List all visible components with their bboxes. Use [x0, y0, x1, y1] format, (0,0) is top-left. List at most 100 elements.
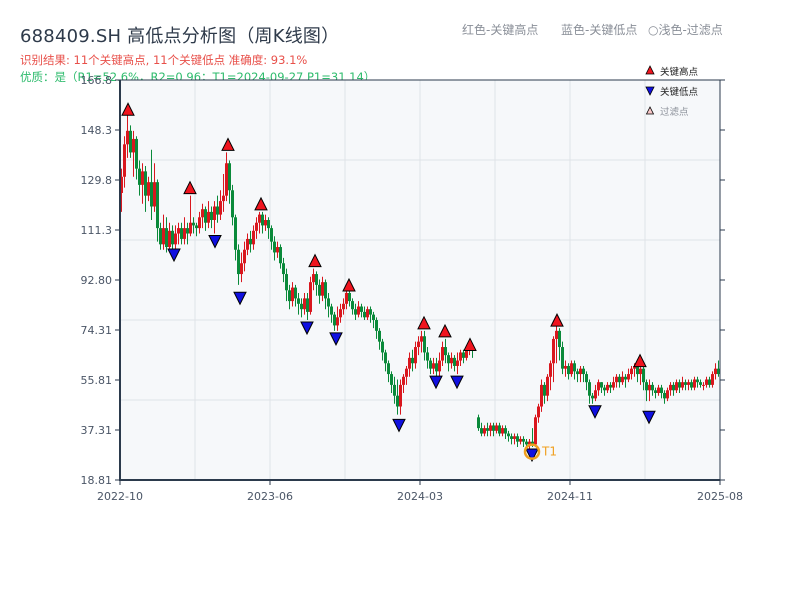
key-high-marker — [550, 313, 564, 327]
candle-body — [495, 425, 498, 431]
candle-body — [165, 228, 168, 248]
candle-body — [486, 428, 489, 431]
key-high-marker — [463, 337, 477, 351]
candle-body — [573, 363, 576, 372]
candle-body — [234, 217, 237, 250]
candle-body — [684, 382, 687, 385]
candle-body — [489, 425, 492, 431]
candle-body — [519, 438, 522, 442]
y-tick-label: 166.8 — [81, 74, 113, 87]
key-low-marker — [300, 321, 314, 336]
candle-body — [666, 390, 669, 399]
candle-body — [423, 336, 426, 353]
axes: 166.8 148.3 129.8 111.3 92.80 74.31 55.81 37.31… — [81, 74, 743, 503]
candle-body — [171, 230, 174, 245]
candle-body — [273, 241, 276, 253]
key-low-marker — [588, 405, 602, 419]
candle-body — [192, 222, 195, 226]
candle-body — [564, 365, 567, 369]
candle-body — [570, 363, 573, 375]
candle-body — [477, 417, 480, 429]
candle-body — [402, 376, 405, 385]
candle-body — [279, 247, 282, 264]
candle-body — [507, 433, 510, 437]
candle-body — [669, 384, 672, 391]
candle-body — [135, 138, 138, 169]
candle-body — [693, 379, 696, 388]
candles — [120, 111, 720, 450]
candle-body — [492, 425, 495, 431]
candle-body — [678, 382, 681, 388]
candle-body — [699, 382, 702, 385]
candle-body — [639, 368, 642, 375]
candle-body — [177, 228, 180, 234]
candle-body — [303, 298, 306, 310]
candle-body — [522, 438, 525, 442]
candle-body — [549, 363, 552, 377]
candle-body — [417, 341, 420, 348]
candle-body — [420, 336, 423, 342]
candle-body — [648, 384, 651, 391]
candle-body — [630, 368, 633, 375]
candle-body — [594, 390, 597, 399]
candle-body — [174, 233, 177, 245]
candle-body — [339, 309, 342, 318]
x-tick-label: 2022-10 — [97, 490, 143, 503]
candle-body — [462, 352, 465, 358]
candle-body — [162, 228, 165, 245]
candle-body — [186, 228, 189, 234]
x-tick-label: 2025-08 — [697, 490, 743, 503]
key-low-marker — [429, 375, 443, 390]
candle-body — [483, 428, 486, 434]
candle-body — [198, 217, 201, 229]
candle-body — [414, 347, 417, 364]
candle-body — [711, 374, 714, 385]
candle-body — [657, 387, 660, 393]
legend-red-key-high: 红色-关键高点 — [462, 23, 539, 37]
candle-body — [282, 263, 285, 275]
candle-body — [399, 384, 402, 407]
candle-body — [321, 282, 324, 296]
candle-body — [456, 360, 459, 366]
candle-body — [618, 376, 621, 383]
candle-body — [552, 338, 555, 364]
candle-body — [480, 428, 483, 434]
candle-body — [324, 282, 327, 299]
candle-body — [540, 384, 543, 407]
candle-body — [276, 247, 279, 253]
candle-body — [144, 171, 147, 196]
legend-label: 关键低点 — [660, 86, 699, 98]
candle-body — [138, 168, 141, 185]
candle-body — [453, 357, 456, 366]
key-low-marker — [450, 375, 464, 390]
candle-body — [366, 309, 369, 318]
key-point-markers: T1 — [121, 102, 656, 463]
candle-body — [375, 320, 378, 331]
candle-body — [651, 384, 654, 391]
candle-body — [294, 287, 297, 299]
candle-body — [633, 365, 636, 369]
candle-body — [267, 220, 270, 229]
candle-body — [288, 290, 291, 302]
candle-body — [168, 230, 171, 248]
candle-body — [663, 392, 666, 399]
candle-body — [714, 368, 717, 375]
candle-body — [384, 352, 387, 364]
candle-body — [504, 428, 507, 434]
candle-body — [597, 382, 600, 391]
candle-body — [381, 341, 384, 353]
candle-body — [612, 382, 615, 388]
candle-body — [567, 365, 570, 375]
key-high-marker — [342, 277, 356, 292]
x-tick-label: 2024-03 — [397, 490, 443, 503]
candle-body — [204, 209, 207, 223]
candle-body — [312, 274, 315, 283]
candle-body — [240, 263, 243, 275]
candle-body — [696, 379, 699, 383]
candle-body — [555, 330, 558, 339]
candle-body — [258, 214, 261, 223]
t1-ring — [523, 443, 541, 460]
candle-body — [603, 387, 606, 391]
candle-body — [411, 357, 414, 364]
t1-label: T1 — [541, 445, 557, 459]
